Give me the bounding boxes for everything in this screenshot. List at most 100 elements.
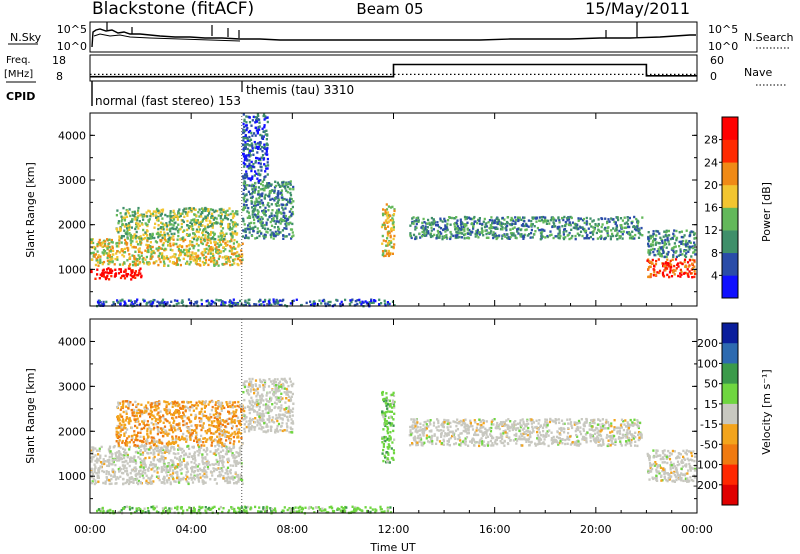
echo-cell (123, 247, 127, 251)
echo-cell (262, 204, 265, 207)
echo-cell (230, 238, 233, 241)
y-tick-label: 3000 (58, 174, 86, 187)
echo-region (409, 215, 644, 241)
echo-cell (564, 236, 567, 239)
echo-cell (136, 411, 139, 414)
echo-cell (128, 264, 131, 268)
echo-cell (591, 220, 594, 223)
echo-cell (186, 467, 189, 471)
echo-cell (125, 412, 128, 415)
echo-cell (171, 219, 174, 223)
echo-cell (187, 481, 190, 484)
echo-cell (141, 215, 144, 218)
echo-cell (263, 304, 266, 307)
echo-cell (214, 241, 217, 244)
echo-cell (262, 146, 266, 150)
echo-cell (487, 236, 490, 239)
echo-cell (263, 213, 266, 216)
echo-cell (179, 227, 182, 231)
echo-cell (675, 250, 678, 253)
echo-cell (220, 243, 223, 246)
echo-cell (578, 234, 581, 237)
echo-cell (534, 217, 537, 220)
echo-cell (673, 264, 676, 268)
echo-cell (103, 243, 107, 246)
echo-cell (229, 240, 232, 243)
echo-cell (150, 421, 153, 425)
echo-cell (123, 219, 126, 222)
echo-cell (300, 304, 303, 307)
echo-cell (142, 218, 145, 221)
echo-cell (151, 462, 154, 466)
echo-cell (175, 423, 178, 426)
echo-cell (243, 223, 246, 226)
echo-cell (194, 437, 197, 440)
echo-cell (483, 217, 486, 221)
echo-cell (143, 426, 146, 430)
echo-cell (123, 450, 126, 454)
echo-cell (670, 265, 673, 269)
echo-cell (335, 298, 338, 302)
echo-cell (115, 252, 118, 255)
echo-cell (112, 470, 115, 474)
echo-cell (589, 231, 592, 234)
echo-cell (691, 262, 694, 266)
echo-cell (203, 410, 206, 413)
echo-cell (117, 245, 120, 248)
echo-cell (167, 244, 170, 247)
echo-cell (488, 226, 491, 230)
echo-cell (244, 303, 247, 307)
echo-cell (141, 223, 144, 226)
noise-sky-series (91, 28, 696, 48)
echo-cell (231, 227, 234, 230)
echo-cell (266, 173, 269, 176)
echo-cell (177, 257, 180, 260)
echo-cell (168, 220, 171, 224)
echo-cell (243, 180, 246, 183)
echo-cell (219, 238, 222, 241)
echo-cell (201, 219, 204, 222)
echo-cell (258, 195, 261, 198)
echo-cell (115, 451, 119, 454)
echo-cell (623, 222, 626, 225)
echo-cell (190, 219, 193, 222)
echo-cell (255, 156, 258, 160)
echo-cell (98, 241, 101, 245)
echo-cell (530, 223, 533, 226)
echo-cell (105, 245, 108, 248)
echo-cell (592, 219, 595, 222)
echo-cell (466, 228, 469, 231)
echo-cell (291, 231, 294, 234)
echo-cell (485, 236, 488, 239)
echo-cell (139, 267, 142, 270)
echo-cell (238, 244, 241, 247)
echo-cell (167, 238, 170, 241)
echo-cell (657, 258, 660, 261)
echo-cell (201, 453, 204, 456)
echo-cell (594, 223, 597, 226)
echo-cell (573, 222, 576, 226)
echo-cell (175, 261, 178, 265)
echo-cell (261, 226, 264, 229)
echo-cell (557, 217, 560, 220)
echo-cell (90, 251, 93, 255)
echo-cell (672, 251, 676, 254)
echo-cell (193, 454, 196, 458)
echo-cell (196, 450, 199, 453)
echo-cell (657, 248, 660, 251)
echo-cell (385, 240, 388, 243)
echo-cell (232, 446, 236, 449)
echo-cell (219, 299, 222, 302)
echo-cell (126, 242, 129, 245)
echo-cell (657, 241, 660, 245)
echo-cell (506, 216, 509, 219)
echo-cell (214, 438, 217, 442)
echo-cell (446, 222, 449, 226)
echo-cell (95, 257, 98, 260)
echo-cell (288, 210, 291, 213)
echo-cell (380, 225, 384, 229)
echo-cell (237, 302, 240, 306)
echo-cell (141, 420, 144, 423)
echo-cell (182, 457, 185, 461)
echo-cell (182, 239, 185, 243)
